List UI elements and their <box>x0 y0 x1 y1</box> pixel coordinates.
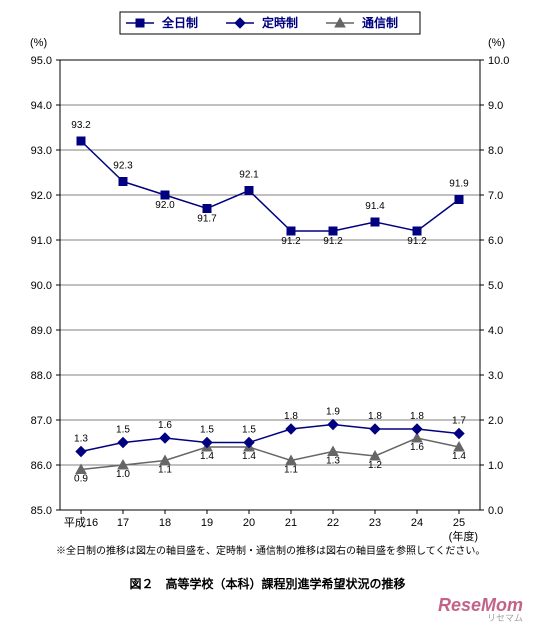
svg-text:1.4: 1.4 <box>200 451 214 462</box>
svg-text:2.0: 2.0 <box>488 415 503 427</box>
svg-text:93.2: 93.2 <box>71 120 91 131</box>
svg-text:1.5: 1.5 <box>116 425 130 436</box>
svg-text:87.0: 87.0 <box>31 415 52 427</box>
svg-text:18: 18 <box>159 517 171 529</box>
svg-text:0.9: 0.9 <box>74 474 88 485</box>
svg-text:通信制: 通信制 <box>362 15 398 30</box>
svg-text:8.0: 8.0 <box>488 145 503 157</box>
legend: 全日制 定時制 通信制 <box>120 12 420 34</box>
chart-caption: 図２ 高等学校（本科）課程別進学希望状況の推移 <box>129 576 405 591</box>
svg-text:92.3: 92.3 <box>113 161 133 172</box>
svg-text:20: 20 <box>243 517 255 529</box>
svg-text:1.8: 1.8 <box>368 411 382 422</box>
svg-text:92.0: 92.0 <box>31 190 52 202</box>
svg-text:94.0: 94.0 <box>31 100 52 112</box>
svg-text:1.0: 1.0 <box>116 469 130 480</box>
svg-text:17: 17 <box>117 517 129 529</box>
svg-text:22: 22 <box>327 517 339 529</box>
svg-text:91.4: 91.4 <box>365 201 385 212</box>
svg-text:24: 24 <box>411 517 423 529</box>
svg-text:92.1: 92.1 <box>239 170 259 181</box>
svg-text:0.0: 0.0 <box>488 505 503 517</box>
chart-note: ※全日制の推移は図左の軸目盛を、定時制・通信制の推移は図右の軸目盛を参照してくだ… <box>56 544 485 557</box>
svg-text:1.5: 1.5 <box>200 425 214 436</box>
svg-text:9.0: 9.0 <box>488 100 503 112</box>
svg-text:3.0: 3.0 <box>488 370 503 382</box>
svg-text:1.7: 1.7 <box>452 416 466 427</box>
svg-text:1.8: 1.8 <box>284 411 298 422</box>
svg-text:5.0: 5.0 <box>488 280 503 292</box>
svg-text:1.4: 1.4 <box>242 451 256 462</box>
svg-text:25: 25 <box>453 517 465 529</box>
svg-text:1.0: 1.0 <box>488 460 503 472</box>
svg-text:91.2: 91.2 <box>281 236 301 247</box>
svg-text:95.0: 95.0 <box>31 55 52 67</box>
svg-text:6.0: 6.0 <box>488 235 503 247</box>
svg-text:1.3: 1.3 <box>74 434 88 445</box>
svg-text:1.6: 1.6 <box>410 442 424 453</box>
svg-text:10.0: 10.0 <box>488 55 509 67</box>
svg-text:1.9: 1.9 <box>326 407 340 418</box>
svg-text:7.0: 7.0 <box>488 190 503 202</box>
svg-text:23: 23 <box>369 517 381 529</box>
watermark: ReseMom <box>438 595 523 615</box>
svg-text:(%): (%) <box>30 37 47 49</box>
line-chart: 85.0 86.0 87.0 88.0 89.0 90.0 91.0 92.0 93.0 94.0… <box>0 0 535 625</box>
svg-text:91.2: 91.2 <box>323 236 343 247</box>
svg-text:1.3: 1.3 <box>326 456 340 467</box>
chart-container: 85.0 86.0 87.0 88.0 89.0 90.0 91.0 92.0 93.0 94.0… <box>0 0 535 625</box>
svg-text:19: 19 <box>201 517 213 529</box>
svg-text:85.0: 85.0 <box>31 505 52 517</box>
svg-text:1.4: 1.4 <box>452 451 466 462</box>
svg-text:全日制: 全日制 <box>161 15 198 30</box>
svg-text:4.0: 4.0 <box>488 325 503 337</box>
svg-text:1.1: 1.1 <box>158 465 172 476</box>
svg-text:(%): (%) <box>488 37 505 49</box>
svg-text:1.6: 1.6 <box>158 420 172 431</box>
svg-text:89.0: 89.0 <box>31 325 52 337</box>
svg-text:平成16: 平成16 <box>64 516 98 529</box>
svg-text:1.1: 1.1 <box>284 465 298 476</box>
watermark-sub: リセマム <box>487 613 523 623</box>
svg-text:1.2: 1.2 <box>368 460 382 471</box>
svg-text:92.0: 92.0 <box>155 200 175 211</box>
svg-text:90.0: 90.0 <box>31 280 52 292</box>
svg-text:91.9: 91.9 <box>449 179 469 190</box>
svg-text:91.7: 91.7 <box>197 214 217 225</box>
svg-text:91.2: 91.2 <box>407 236 427 247</box>
svg-text:88.0: 88.0 <box>31 370 52 382</box>
svg-text:93.0: 93.0 <box>31 145 52 157</box>
svg-text:86.0: 86.0 <box>31 460 52 472</box>
svg-text:定時制: 定時制 <box>262 15 298 30</box>
svg-text:1.8: 1.8 <box>410 411 424 422</box>
svg-text:21: 21 <box>285 517 297 529</box>
svg-text:(年度): (年度) <box>449 529 478 543</box>
svg-text:91.0: 91.0 <box>31 235 52 247</box>
svg-text:1.5: 1.5 <box>242 425 256 436</box>
